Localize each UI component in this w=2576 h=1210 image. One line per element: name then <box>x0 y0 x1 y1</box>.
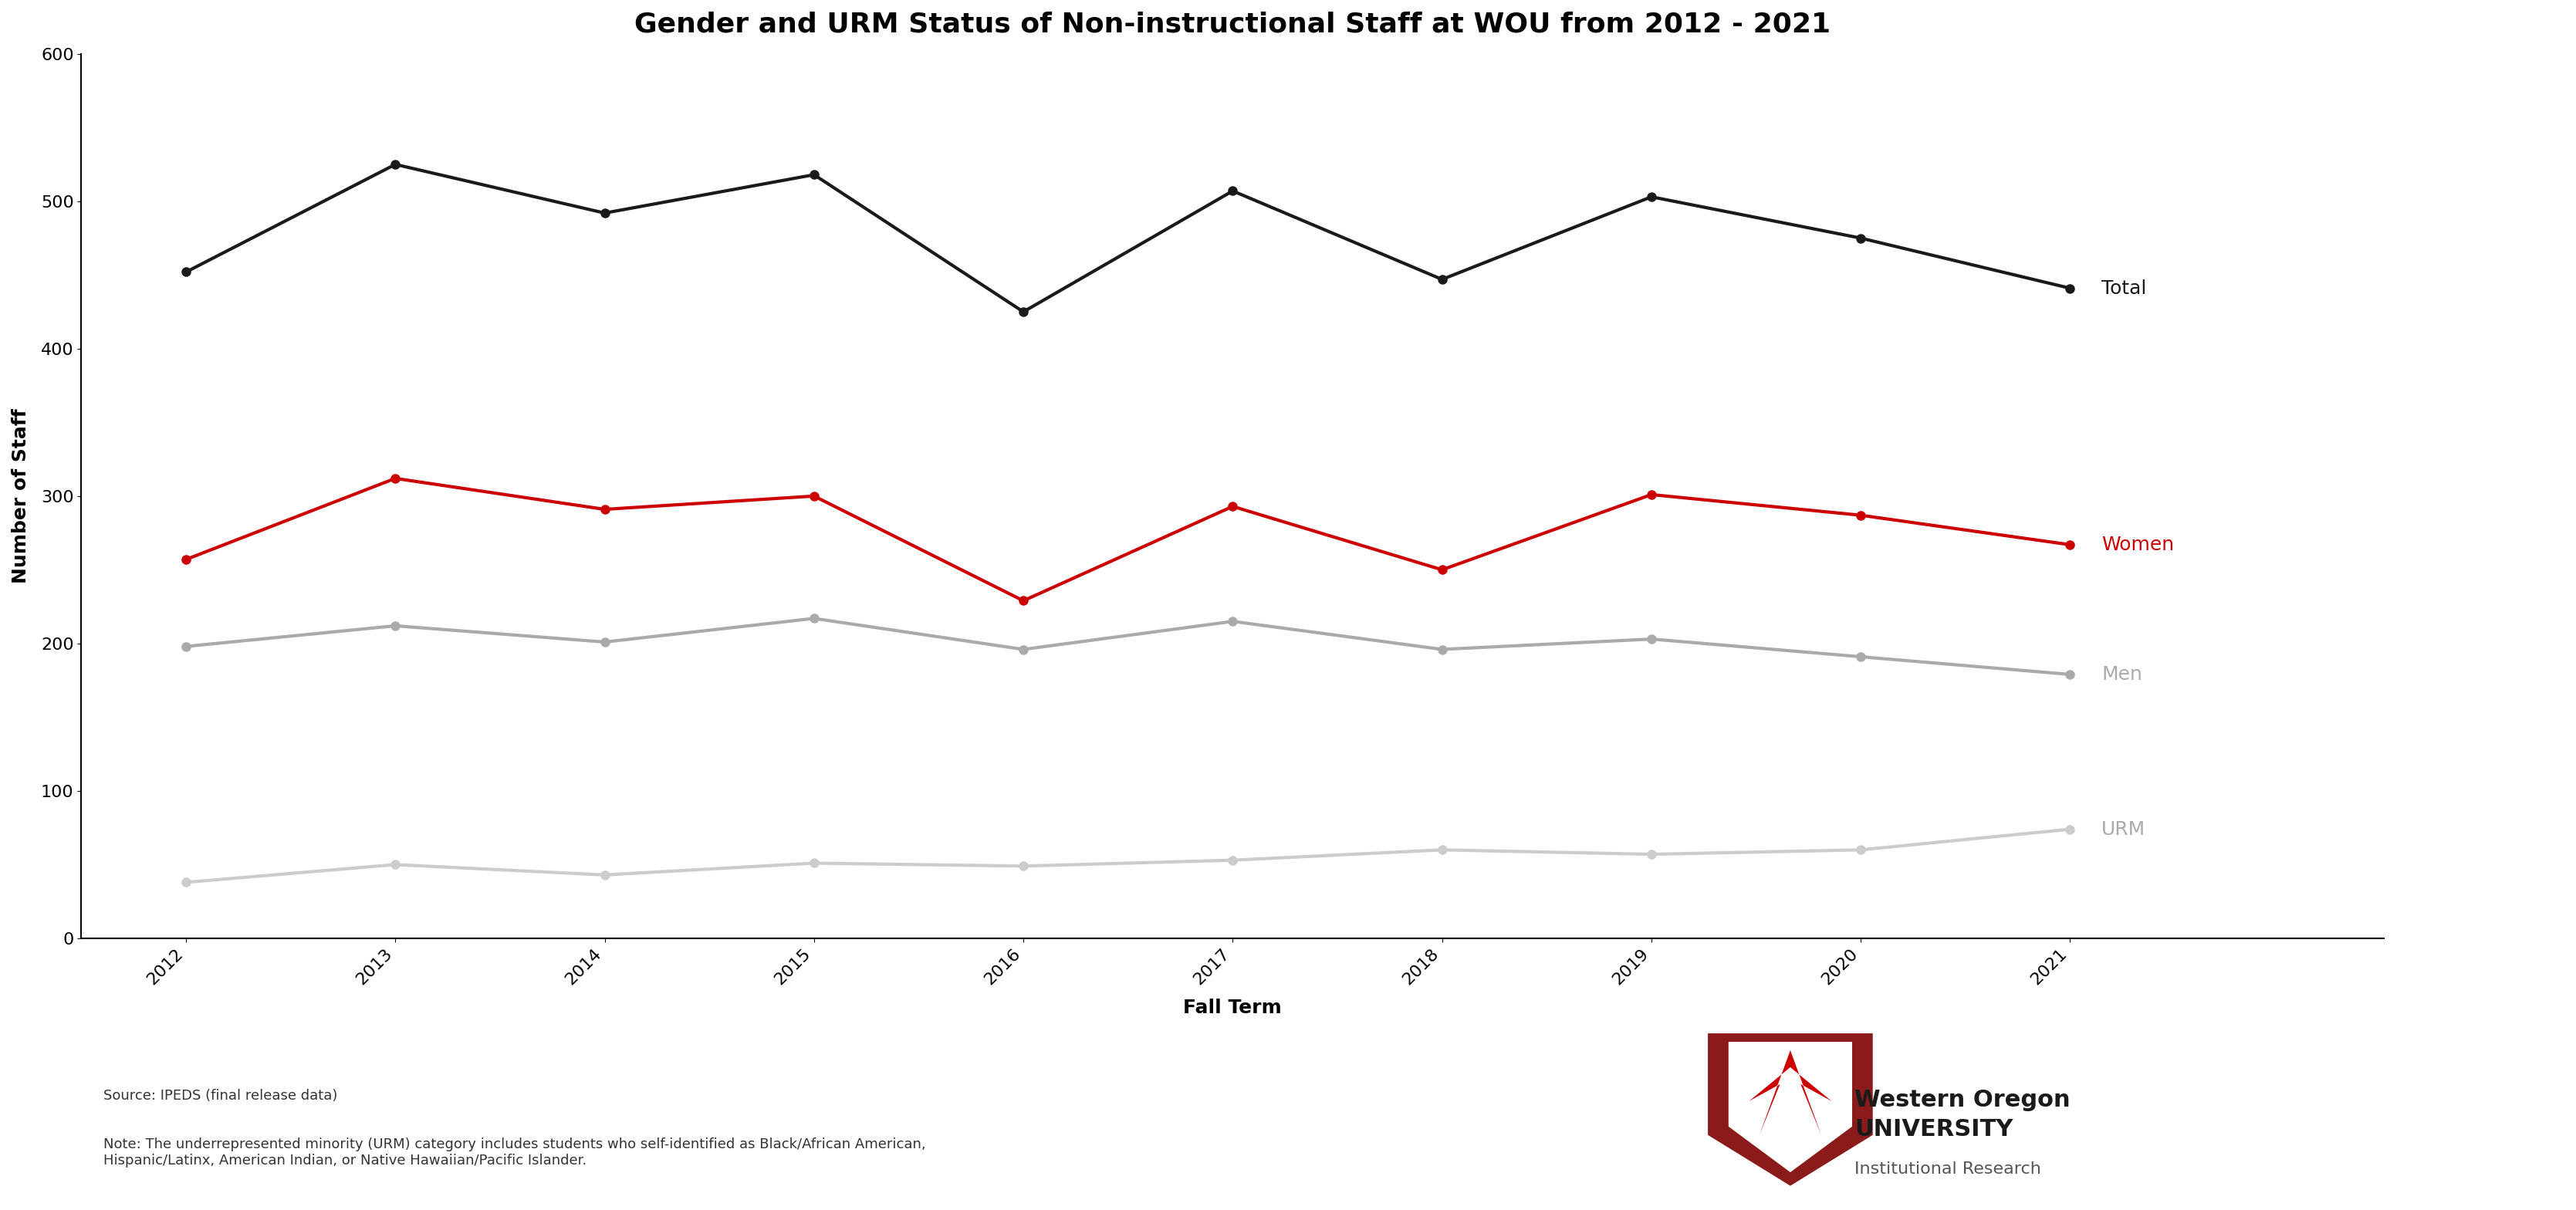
Text: Institutional Research: Institutional Research <box>1855 1162 2040 1177</box>
Men <box>170 639 201 653</box>
Title: Gender and URM Status of Non-instructional Staff at WOU from 2012 - 2021: Gender and URM Status of Non-instruction… <box>634 12 1832 38</box>
Y-axis label: Number of Staff: Number of Staff <box>10 409 31 583</box>
Men <box>590 635 621 650</box>
Men <box>1427 643 1458 657</box>
Women <box>379 471 410 485</box>
Polygon shape <box>1749 1050 1832 1135</box>
Polygon shape <box>1728 1042 1852 1172</box>
URM <box>379 858 410 872</box>
Women <box>590 502 621 517</box>
Total <box>590 206 621 220</box>
Women <box>170 552 201 566</box>
Women <box>1007 593 1038 607</box>
Total <box>2056 281 2087 295</box>
Line: URM: URM <box>183 825 2074 887</box>
Total <box>1636 190 1667 204</box>
Total <box>1218 184 1249 198</box>
Total <box>799 167 829 181</box>
Line: Men: Men <box>183 615 2074 679</box>
URM <box>799 855 829 870</box>
Women <box>1427 563 1458 577</box>
Men <box>1636 632 1667 646</box>
Men <box>2056 667 2087 681</box>
Text: URM: URM <box>2102 820 2146 839</box>
Line: Total: Total <box>183 160 2074 316</box>
Women <box>2056 537 2087 552</box>
Total <box>170 265 201 280</box>
URM <box>590 868 621 882</box>
Men <box>1007 643 1038 657</box>
URM <box>1007 859 1038 874</box>
Men <box>1844 650 1875 664</box>
Text: Women: Women <box>2102 536 2174 554</box>
Line: Women: Women <box>183 474 2074 605</box>
Total <box>379 157 410 172</box>
Total <box>1007 305 1038 319</box>
Women <box>1218 500 1249 514</box>
Text: Men: Men <box>2102 666 2143 684</box>
Women <box>1844 508 1875 523</box>
Text: Source: IPEDS (final release data): Source: IPEDS (final release data) <box>103 1089 337 1102</box>
Text: Total: Total <box>2102 280 2146 298</box>
Total <box>1844 231 1875 246</box>
Polygon shape <box>1708 1033 1873 1186</box>
URM <box>1427 842 1458 857</box>
Women <box>1636 488 1667 502</box>
URM <box>170 875 201 889</box>
X-axis label: Fall Term: Fall Term <box>1182 998 1283 1016</box>
Total <box>1427 272 1458 287</box>
Text: Western Oregon
UNIVERSITY: Western Oregon UNIVERSITY <box>1855 1089 2071 1141</box>
URM <box>1218 853 1249 868</box>
Text: Note: The underrepresented minority (URM) category includes students who self-id: Note: The underrepresented minority (URM… <box>103 1137 925 1168</box>
Men <box>379 618 410 633</box>
URM <box>1636 847 1667 862</box>
Women <box>799 489 829 503</box>
Men <box>799 611 829 626</box>
Men <box>1218 615 1249 629</box>
URM <box>2056 822 2087 836</box>
URM <box>1844 842 1875 857</box>
